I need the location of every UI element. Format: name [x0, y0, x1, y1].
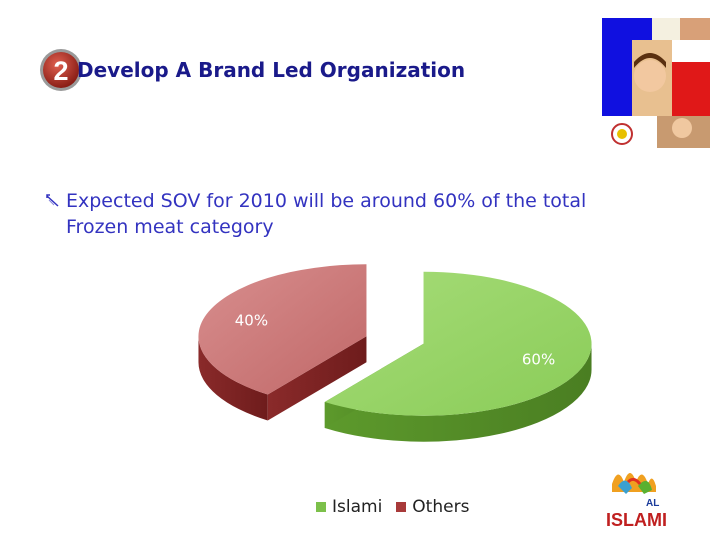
al-islami-logo: AL ISLAMI	[606, 473, 667, 530]
legend-item-islami: Islami	[316, 497, 382, 517]
bullet-text: Expected SOV for 2010 will be around 60%…	[66, 190, 587, 238]
pie-slice-islami	[324, 271, 592, 416]
pie-chart: 60% 40%	[198, 264, 592, 442]
legend-swatch-islami	[316, 502, 326, 512]
cream-tile	[652, 18, 680, 40]
pie-slice-others	[198, 264, 367, 395]
chart-legend: Islami Others	[316, 496, 483, 518]
pie-slice-wall-others	[267, 336, 367, 421]
slide-number: 2	[53, 56, 68, 86]
data-label-islami: 60%	[522, 351, 555, 369]
data-label-others: 40%	[235, 311, 268, 329]
slide-title: Develop A Brand Led Organization	[77, 58, 466, 82]
logo-text-islami: ISLAMI	[606, 510, 667, 530]
photo-collage	[602, 18, 710, 148]
logo-text-al: AL	[646, 498, 659, 509]
slide-number-badge: 2	[40, 49, 82, 91]
legend-item-others: Others	[396, 497, 469, 517]
pie-slice-side-islami	[324, 343, 592, 442]
legend-label-islami: Islami	[332, 497, 383, 517]
red-tile	[672, 62, 710, 116]
legend-label-others: Others	[412, 497, 470, 517]
bullet-arrow-icon	[46, 194, 59, 207]
legend-swatch-others	[396, 502, 407, 512]
pie-slice-side-others	[198, 336, 268, 421]
food-photo	[680, 18, 710, 40]
